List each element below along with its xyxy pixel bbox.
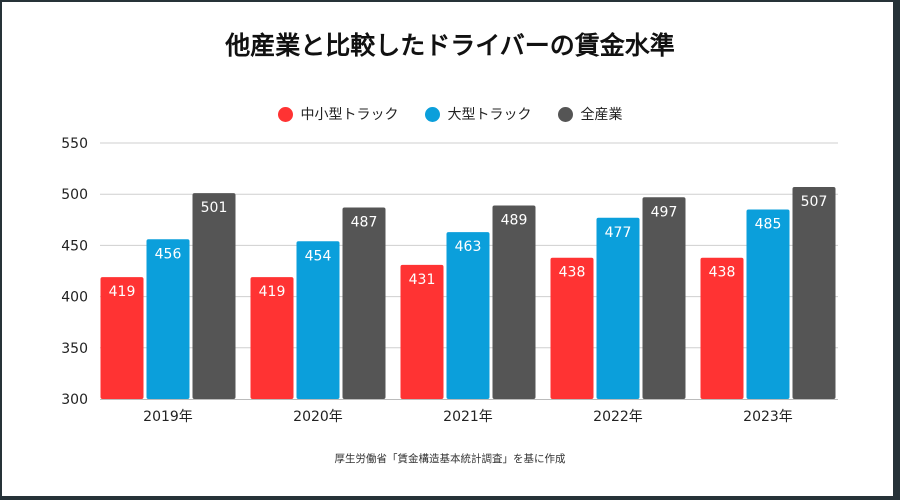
x-tick-label: 2019年 <box>143 409 193 425</box>
chart-title: 他産業と比較したドライバーの賃金水準 <box>225 31 675 60</box>
data-label: 489 <box>501 212 528 228</box>
bar <box>400 264 444 399</box>
legend-label: 中小型トラック <box>300 107 399 123</box>
y-tick-label: 400 <box>61 290 88 306</box>
bar <box>596 217 640 399</box>
bar <box>700 257 744 399</box>
data-label: 419 <box>259 284 286 300</box>
data-label: 456 <box>155 246 182 262</box>
legend-swatch <box>277 106 293 122</box>
legend-item: 大型トラック <box>424 104 532 124</box>
legend-item: 全産業 <box>557 104 623 124</box>
bar <box>192 193 236 399</box>
data-label: 431 <box>409 272 436 288</box>
y-tick-label: 300 <box>61 392 88 408</box>
legend-swatch <box>557 106 573 122</box>
data-label: 487 <box>351 215 378 231</box>
bar <box>550 257 594 399</box>
y-tick-label: 550 <box>61 136 88 152</box>
legend-item: 中小型トラック <box>277 104 399 124</box>
bar <box>492 205 536 399</box>
data-label: 485 <box>755 217 782 233</box>
bar <box>792 187 836 399</box>
data-label: 454 <box>305 248 332 264</box>
data-label: 438 <box>709 265 736 281</box>
data-label: 501 <box>201 200 228 216</box>
y-tick-label: 350 <box>61 341 88 357</box>
bar <box>100 277 144 399</box>
data-label: 438 <box>559 265 586 281</box>
x-tick-label: 2022年 <box>593 409 643 425</box>
bar <box>342 207 386 399</box>
source-note: 厚生労働省「賃金構造基本統計調査」を基に作成 <box>334 453 566 465</box>
bar <box>446 232 490 399</box>
legend-label: 大型トラック <box>447 107 532 123</box>
data-label: 419 <box>109 284 136 300</box>
data-label: 463 <box>455 239 482 255</box>
x-tick-label: 2023年 <box>743 409 793 425</box>
x-tick-label: 2021年 <box>443 409 493 425</box>
bar <box>250 277 294 399</box>
data-label: 507 <box>801 194 828 210</box>
bar <box>642 197 686 399</box>
x-tick-label: 2020年 <box>293 409 343 425</box>
bar <box>296 241 340 399</box>
bar <box>146 239 190 399</box>
data-label: 477 <box>605 225 632 241</box>
y-tick-label: 450 <box>61 238 88 254</box>
bar <box>746 209 790 399</box>
legend: 中小型トラック 大型トラック 全産業 <box>0 104 900 124</box>
legend-label: 全産業 <box>580 107 623 123</box>
legend-swatch <box>424 106 440 122</box>
data-label: 497 <box>651 204 678 220</box>
y-tick-label: 500 <box>61 187 88 203</box>
